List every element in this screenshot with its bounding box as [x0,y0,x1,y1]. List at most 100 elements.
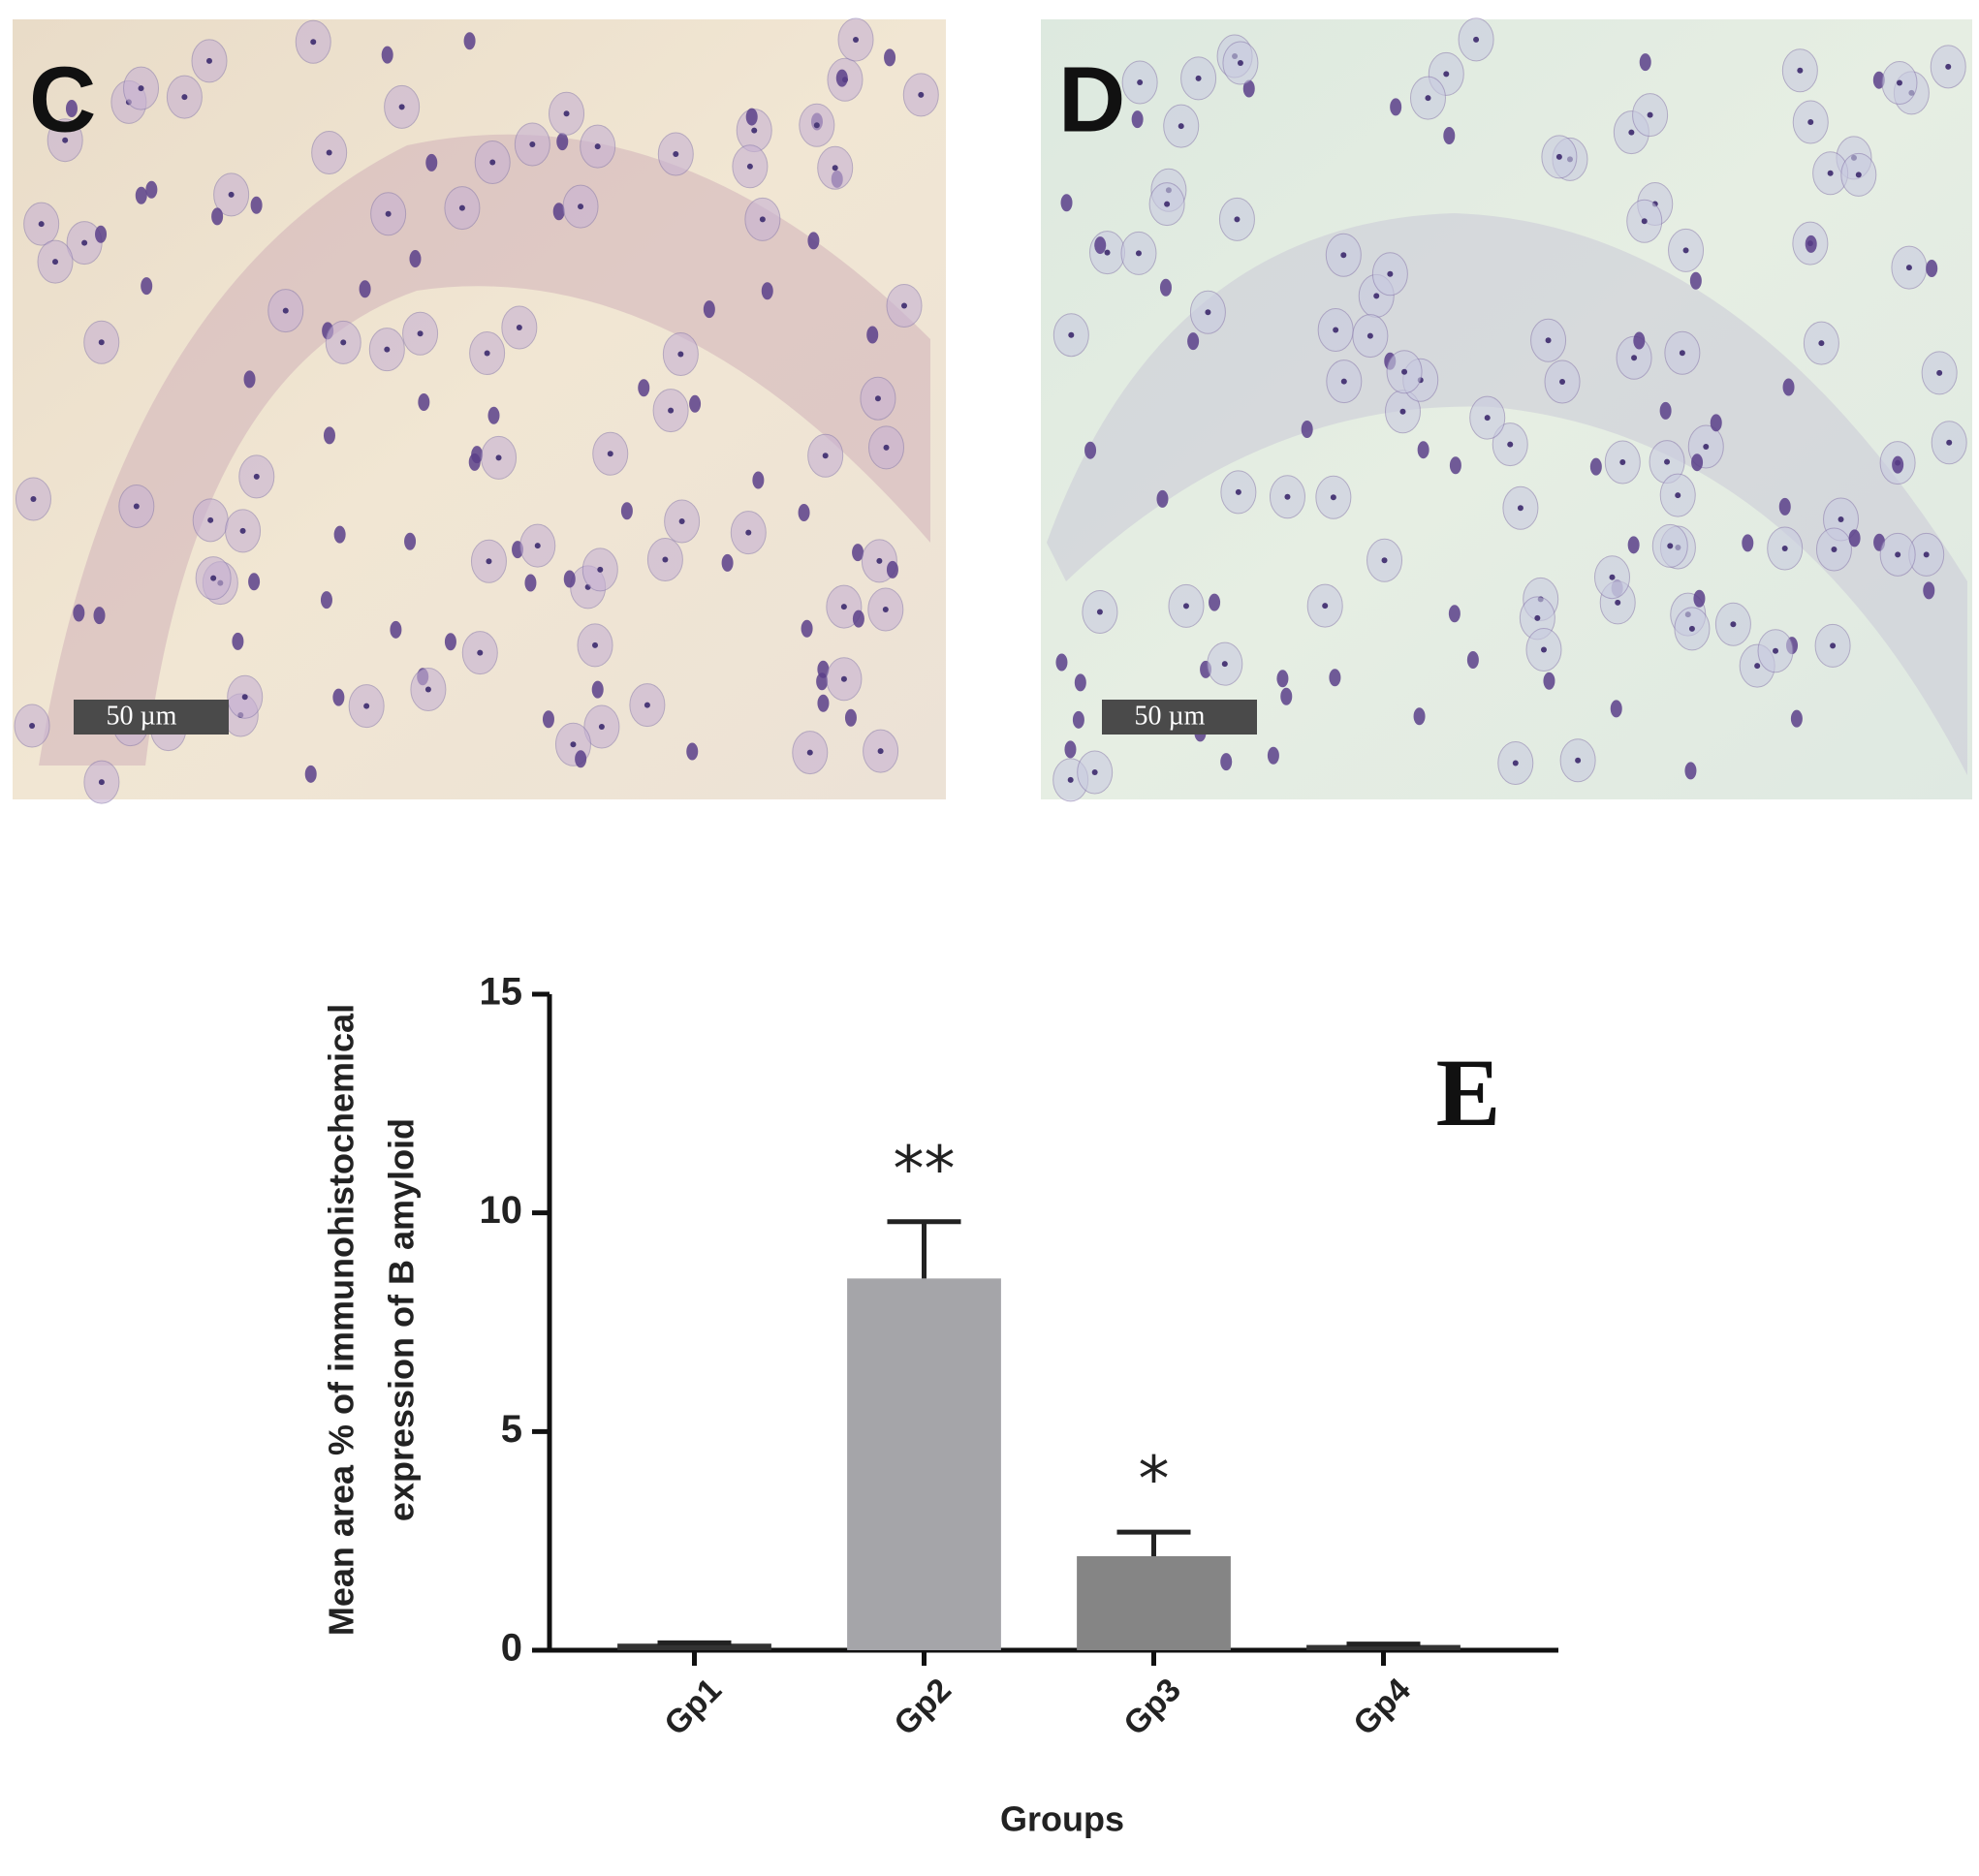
nucleolus [398,104,405,110]
error-bar [1116,1529,1191,1556]
nucleolus [1333,327,1339,333]
nucleolus [29,722,36,729]
cell [591,680,604,699]
cell [886,560,898,578]
error-bar [1346,1642,1421,1647]
nucleolus [1703,443,1710,450]
cell [752,471,765,489]
nucleolus [1399,408,1406,415]
cell [444,633,456,651]
cell [1060,194,1073,212]
nucleolus [282,307,289,314]
nucleolus [1068,331,1075,338]
nucleolus [876,557,883,564]
nucleolus [840,675,847,682]
nucleolus [1664,458,1671,465]
nucleolus [1096,609,1103,615]
nucleolus [1401,368,1408,375]
x-tick-label: Gp4 [1346,1672,1418,1743]
nucleolus [1235,488,1241,495]
cell [1778,497,1791,516]
nucleolus [677,351,684,358]
cell [638,379,650,397]
nucleolus [1067,776,1074,783]
nucleolus [1164,201,1171,207]
nucleolus [534,543,541,549]
nucleolus [668,407,675,414]
nucleolus [1340,378,1347,385]
cell [884,48,896,67]
y-axis-title: expression of B amyloid [382,1118,422,1521]
nucleolus [1534,614,1541,621]
bar [617,1643,771,1650]
cell [93,607,106,625]
error-bar [657,1640,732,1645]
nucleolus [1178,123,1184,130]
nucleolus [570,741,577,748]
cell [390,620,402,639]
nucleolus [98,779,105,786]
nucleolus [1381,557,1388,564]
cell [304,765,317,783]
nucleolus [594,143,601,150]
cell [542,710,554,729]
micrograph [13,17,946,804]
cell [418,393,430,412]
cell [686,742,699,761]
cell [1267,746,1279,765]
cell [1301,421,1313,439]
x-tick-label: Gp1 [657,1672,729,1743]
nucleolus [205,57,212,64]
cell [817,694,830,712]
cell [817,660,830,678]
bar [1077,1555,1231,1650]
nucleolus [489,159,496,166]
nucleolus [1443,71,1450,78]
nucleolus [840,604,847,610]
cell [1466,650,1479,669]
nucleolus [918,91,925,98]
cell [1390,98,1402,116]
nucleolus [1555,153,1562,160]
cell [761,282,773,300]
nucleolus [529,141,536,148]
nucleolus [832,165,838,172]
cell [721,553,734,572]
nucleolus [1946,439,1953,446]
nucleolus [678,517,685,524]
nucleolus [1540,646,1547,653]
nucleolus [424,686,431,693]
cell [1242,79,1255,98]
cell [320,591,332,610]
cell [703,300,715,319]
cell [844,708,857,727]
cell [1790,709,1803,728]
cell [1443,127,1456,145]
nucleolus [1340,252,1347,259]
nucleolus [1855,172,1862,178]
nucleolus [1387,270,1394,277]
nucleolus [1641,218,1648,225]
nucleolus [1366,332,1373,339]
nucleolus [1195,75,1202,81]
cell [333,525,346,544]
nucleolus [486,558,492,565]
cell [1543,672,1555,690]
nucleolus [458,204,465,211]
nucleolus [1667,543,1674,549]
cell [1055,653,1068,672]
nucleolus [1730,621,1737,628]
cell [232,632,244,650]
nucleolus [477,649,484,656]
nucleolus [340,339,347,346]
nucleolus [385,210,392,217]
cell [1448,605,1461,623]
nucleolus [495,454,502,461]
nucleolus [516,324,522,330]
nucleolus [310,39,317,46]
nucleolus [1682,247,1689,254]
cell [409,250,422,268]
nucleolus [1781,545,1788,551]
cell [1639,53,1651,72]
